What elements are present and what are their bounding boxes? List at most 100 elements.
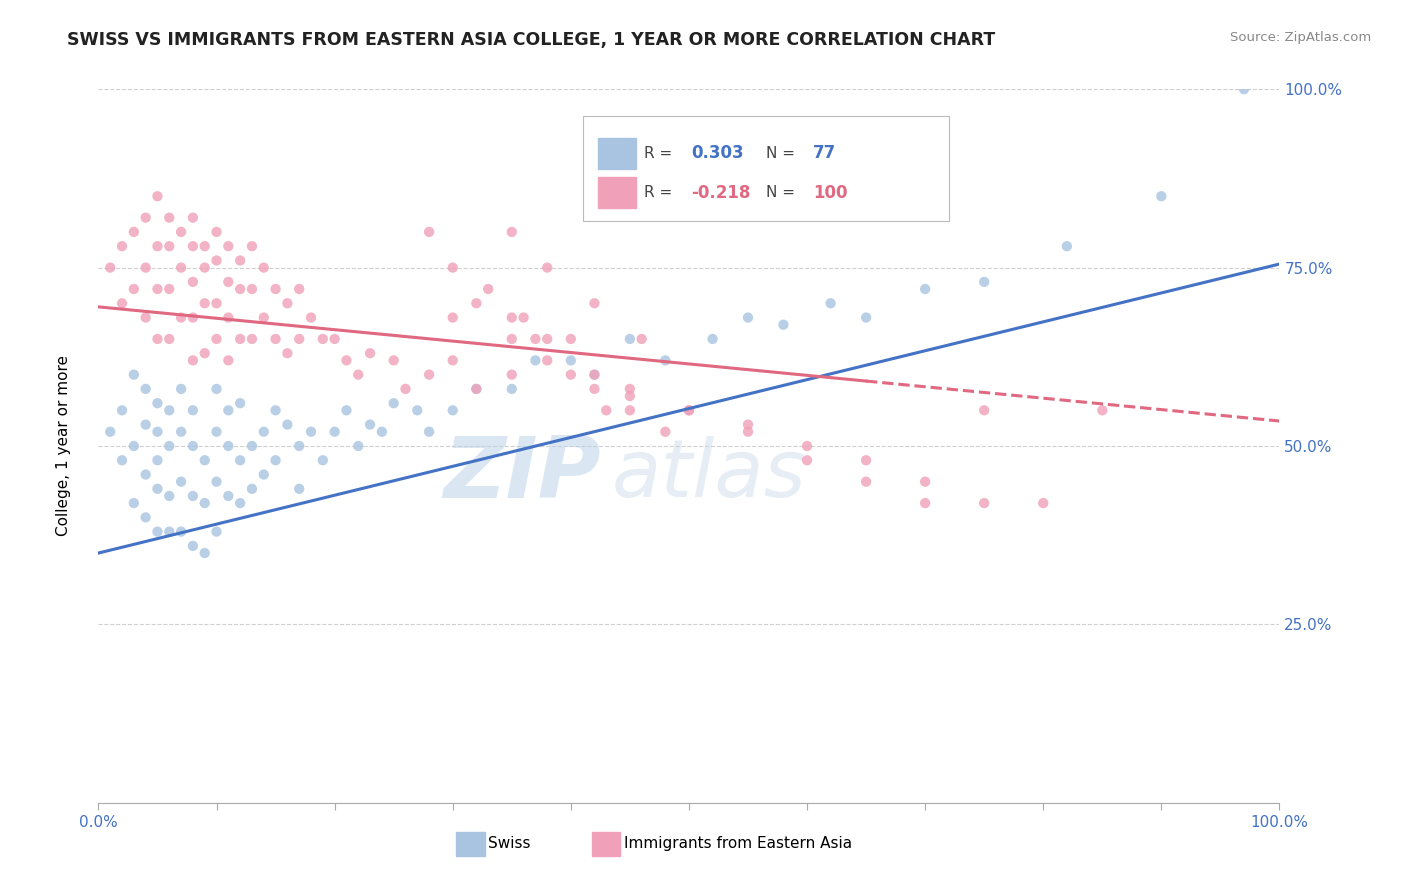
Point xyxy=(583,368,606,382)
Text: R =: R = xyxy=(644,146,678,161)
FancyBboxPatch shape xyxy=(582,116,949,221)
Point xyxy=(560,332,582,346)
Point xyxy=(146,425,169,439)
Point xyxy=(441,310,464,325)
Point xyxy=(135,510,157,524)
Point xyxy=(371,425,394,439)
Text: -0.218: -0.218 xyxy=(692,184,751,202)
Point xyxy=(181,403,204,417)
Point xyxy=(914,282,936,296)
Point xyxy=(796,439,818,453)
Point xyxy=(501,368,523,382)
Point xyxy=(111,296,134,310)
Point xyxy=(560,353,582,368)
Point xyxy=(501,332,523,346)
Point xyxy=(382,353,405,368)
Point xyxy=(229,282,252,296)
Point xyxy=(217,489,239,503)
Point xyxy=(205,475,228,489)
Point xyxy=(205,253,228,268)
Point xyxy=(418,425,440,439)
Point xyxy=(501,225,523,239)
Point xyxy=(630,332,652,346)
Point xyxy=(382,396,405,410)
Point xyxy=(536,332,558,346)
Point xyxy=(288,482,311,496)
Point xyxy=(157,524,180,539)
Point xyxy=(288,439,311,453)
Point xyxy=(335,353,357,368)
Point xyxy=(181,211,204,225)
Point xyxy=(323,425,346,439)
Point xyxy=(560,368,582,382)
Point xyxy=(194,260,217,275)
Point xyxy=(135,260,157,275)
Point xyxy=(702,332,724,346)
Point xyxy=(1150,189,1173,203)
Point xyxy=(406,403,429,417)
Point xyxy=(240,239,263,253)
Point xyxy=(914,475,936,489)
Point xyxy=(465,296,488,310)
Point xyxy=(524,332,547,346)
Point xyxy=(122,225,145,239)
Text: SWISS VS IMMIGRANTS FROM EASTERN ASIA COLLEGE, 1 YEAR OR MORE CORRELATION CHART: SWISS VS IMMIGRANTS FROM EASTERN ASIA CO… xyxy=(67,31,995,49)
Point xyxy=(973,496,995,510)
Point xyxy=(678,403,700,417)
Point xyxy=(111,403,134,417)
Point xyxy=(194,346,217,360)
Point xyxy=(229,453,252,467)
Point xyxy=(276,296,298,310)
Point xyxy=(501,310,523,325)
Point xyxy=(229,496,252,510)
Point xyxy=(194,296,217,310)
Point xyxy=(1056,239,1078,253)
Point xyxy=(536,260,558,275)
Text: Swiss: Swiss xyxy=(488,836,530,851)
Point xyxy=(973,403,995,417)
Point xyxy=(264,403,287,417)
Point xyxy=(737,425,759,439)
Point xyxy=(135,467,157,482)
Point xyxy=(240,282,263,296)
Point xyxy=(122,439,145,453)
Point xyxy=(654,353,676,368)
Point xyxy=(855,475,877,489)
Point xyxy=(583,296,606,310)
Point xyxy=(146,189,169,203)
Point xyxy=(512,310,534,325)
Point xyxy=(501,382,523,396)
Point xyxy=(205,332,228,346)
Point xyxy=(441,353,464,368)
Point xyxy=(678,403,700,417)
Text: R =: R = xyxy=(644,186,678,200)
Point xyxy=(146,396,169,410)
Point xyxy=(253,310,276,325)
Point xyxy=(441,403,464,417)
Point xyxy=(524,353,547,368)
Point xyxy=(240,332,263,346)
Point xyxy=(772,318,794,332)
Point xyxy=(217,275,239,289)
Point xyxy=(217,353,239,368)
Point xyxy=(181,439,204,453)
Point xyxy=(477,282,499,296)
Point xyxy=(240,482,263,496)
Point xyxy=(855,453,877,467)
Point xyxy=(288,282,311,296)
Point xyxy=(583,368,606,382)
Point xyxy=(619,389,641,403)
Point xyxy=(135,310,157,325)
Point xyxy=(205,382,228,396)
Point xyxy=(347,439,370,453)
Point xyxy=(181,275,204,289)
Point xyxy=(855,310,877,325)
Point xyxy=(229,396,252,410)
Text: N =: N = xyxy=(766,186,800,200)
Point xyxy=(181,489,204,503)
Text: 100: 100 xyxy=(813,184,848,202)
Text: College, 1 year or more: College, 1 year or more xyxy=(56,356,70,536)
Point xyxy=(122,368,145,382)
Point xyxy=(465,382,488,396)
Point xyxy=(737,417,759,432)
